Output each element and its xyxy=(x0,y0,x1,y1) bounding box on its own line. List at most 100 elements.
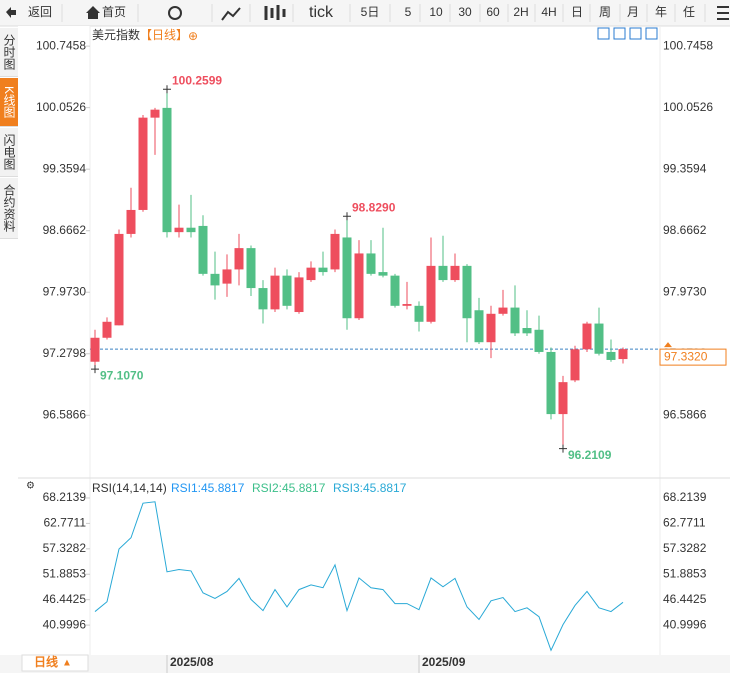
home-icon[interactable] xyxy=(86,6,100,19)
chart-period: 【日线】 xyxy=(140,28,188,42)
chart-type-button[interactable] xyxy=(221,7,241,21)
refresh-button[interactable] xyxy=(168,6,182,20)
last-price-box xyxy=(659,348,727,366)
candle-body xyxy=(582,323,592,350)
candle-body xyxy=(486,313,496,343)
period-label[interactable]: 日线 xyxy=(34,654,58,669)
y-tick-label: 100.0526 xyxy=(663,100,713,114)
candle-body xyxy=(426,265,436,322)
y-tick-label: 97.9730 xyxy=(663,284,707,298)
rsi-legend: RSI2:45.8817 xyxy=(252,481,326,495)
period-arrow[interactable]: ▲ xyxy=(62,658,72,669)
chart-title: 美元指数 xyxy=(92,27,140,42)
candle-body xyxy=(150,109,160,118)
y-tick-label: 96.5866 xyxy=(663,407,707,421)
candle-body xyxy=(186,227,196,233)
candle-body xyxy=(366,253,376,274)
extreme-marker xyxy=(559,444,567,453)
candle-body xyxy=(462,265,472,319)
period-selector[interactable] xyxy=(21,654,89,672)
candle-body xyxy=(474,310,484,343)
y-tick-label: 98.6662 xyxy=(43,223,87,237)
home-button[interactable]: 首页 xyxy=(102,5,126,19)
side-tab[interactable]: K线图 xyxy=(0,78,18,127)
y-tick-label: 100.0526 xyxy=(36,100,86,114)
period-button[interactable]: 10 xyxy=(429,5,443,19)
y-tick-label: 97.2798 xyxy=(43,346,87,360)
rsi-tick-label: 46.4425 xyxy=(663,592,707,606)
rsi-legend: RSI1:45.8817 xyxy=(171,481,245,495)
rsi-tick-label: 62.7711 xyxy=(44,516,87,530)
candle-body xyxy=(270,275,280,310)
side-tab[interactable]: 合约资料 xyxy=(0,178,18,239)
y-tick-label: 98.6662 xyxy=(663,223,707,237)
period-button[interactable]: 2H xyxy=(513,5,528,19)
rsi-tick-label: 68.2139 xyxy=(663,490,707,504)
candle-body xyxy=(222,269,232,284)
rsi-tick-label: 57.3282 xyxy=(663,541,707,555)
candle-body xyxy=(438,265,448,281)
candle-body xyxy=(534,329,544,352)
candle-body xyxy=(174,227,184,233)
period-button[interactable]: 日 xyxy=(571,5,583,19)
candle-body xyxy=(126,209,136,234)
tool-icons[interactable] xyxy=(597,27,658,40)
extreme-label: 100.2599 xyxy=(172,73,222,87)
period-button[interactable]: 5日 xyxy=(361,5,380,19)
candle-body xyxy=(450,265,460,281)
candle-body xyxy=(306,267,316,281)
candle-body xyxy=(114,233,124,326)
candle-body xyxy=(594,323,604,354)
rsi-tick-label: 68.2139 xyxy=(43,490,87,504)
period-button[interactable]: 30 xyxy=(458,5,472,19)
y-tick-label: 100.7458 xyxy=(663,38,713,52)
back-icon[interactable] xyxy=(6,7,16,18)
period-button[interactable]: 年 xyxy=(655,5,667,19)
period-button[interactable]: tick xyxy=(309,4,334,21)
candle-body xyxy=(246,248,256,289)
extreme-marker xyxy=(91,365,99,374)
candle-body xyxy=(198,225,208,274)
rsi-tick-label: 51.8853 xyxy=(43,566,87,580)
period-button[interactable]: 60 xyxy=(486,5,500,19)
period-button[interactable]: 任 xyxy=(683,5,695,19)
rsi-line xyxy=(94,501,624,652)
rsi-tick-label: 46.4425 xyxy=(43,592,87,606)
indicator-button[interactable] xyxy=(264,5,286,20)
y-tick-label: 99.3594 xyxy=(663,161,707,175)
candle-body xyxy=(102,321,112,338)
candle-body xyxy=(546,351,556,415)
x-tick-label: 2025/08 xyxy=(170,655,214,669)
side-tab[interactable]: 闪电图 xyxy=(0,128,18,177)
candle-body xyxy=(234,248,244,270)
y-tick-label: 97.9730 xyxy=(43,284,87,298)
period-button[interactable]: 月 xyxy=(627,5,639,19)
candle-body xyxy=(318,267,328,273)
y-tick-label: 96.5866 xyxy=(43,407,87,421)
side-tab[interactable]: 分时图 xyxy=(0,28,18,77)
add-icon[interactable]: ⊕ xyxy=(188,29,198,43)
back-button[interactable]: 返回 xyxy=(28,5,52,19)
rsi-title: RSI(14,14,14) xyxy=(92,481,167,495)
candle-body xyxy=(378,272,388,276)
candle-body xyxy=(162,107,172,233)
rsi-tick-label: 57.3282 xyxy=(43,541,87,555)
period-button[interactable]: 5 xyxy=(405,5,412,19)
candle-body xyxy=(510,307,520,334)
last-price-arrow xyxy=(664,342,672,348)
left-axis-area xyxy=(18,26,90,655)
rsi-settings-icon[interactable]: ⚙ xyxy=(26,481,35,492)
menu-button[interactable] xyxy=(717,6,729,20)
candle-body xyxy=(282,275,292,306)
extreme-marker xyxy=(163,85,171,94)
candle-body xyxy=(558,382,568,415)
candle-body xyxy=(330,233,340,270)
x-tick-label: 2025/09 xyxy=(422,655,466,669)
rsi-tick-label: 40.9996 xyxy=(43,617,87,631)
period-button[interactable]: 周 xyxy=(599,5,611,19)
candle-body xyxy=(570,349,580,381)
extreme-marker xyxy=(343,212,351,221)
period-button[interactable]: 4H xyxy=(541,5,556,19)
y-tick-label: 100.7458 xyxy=(36,38,86,52)
